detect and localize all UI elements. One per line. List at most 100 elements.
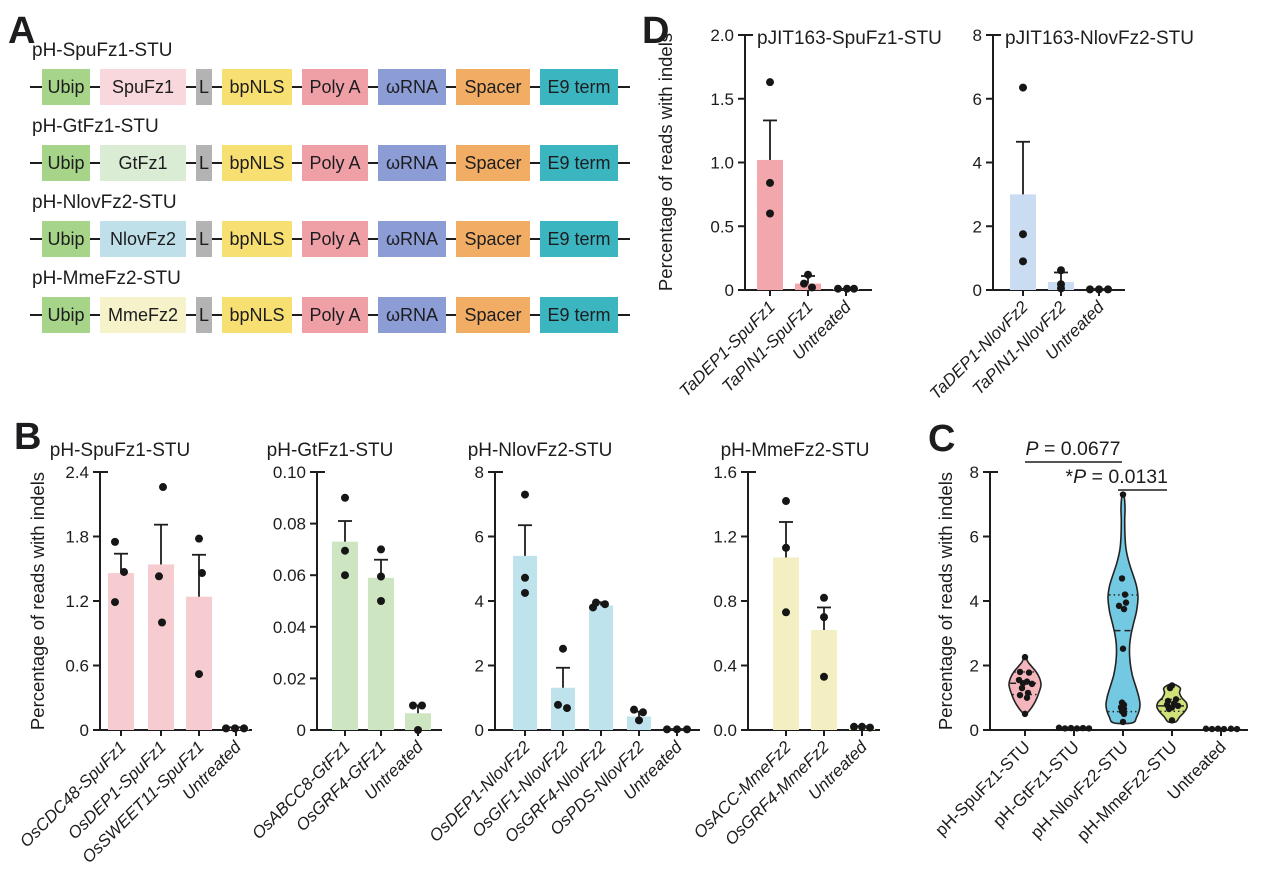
y-tick-label: 4 bbox=[475, 592, 484, 611]
data-point bbox=[341, 493, 349, 502]
construct-element-spufz1: SpuFz1 bbox=[100, 69, 186, 105]
y-tick-label: 6 bbox=[970, 528, 979, 547]
data-point bbox=[120, 567, 128, 576]
construct-element-l: L bbox=[196, 221, 212, 257]
bar-osdep1-nlovfz2 bbox=[513, 555, 537, 730]
y-tick-label: 4 bbox=[973, 154, 982, 173]
data-point bbox=[1025, 669, 1033, 676]
y-tick-label: 8 bbox=[973, 26, 982, 45]
construct-element-l: L bbox=[196, 69, 212, 105]
construct-element-e9-term: E9 term bbox=[540, 221, 618, 257]
construct-element-e9-term: E9 term bbox=[540, 145, 618, 181]
construct-element-ubip: Ubip bbox=[42, 69, 90, 105]
data-point bbox=[820, 672, 828, 681]
data-point bbox=[418, 701, 426, 710]
bar-untreated bbox=[405, 713, 431, 730]
data-point bbox=[635, 716, 643, 725]
y-tick-label: 0 bbox=[80, 721, 89, 740]
y-tick-label: 0.04 bbox=[273, 618, 306, 637]
data-point bbox=[1061, 725, 1069, 732]
data-point bbox=[1024, 689, 1032, 697]
data-point bbox=[159, 483, 167, 492]
chart-title: pJIT163-SpuFz1-STU bbox=[757, 28, 942, 49]
chart-b1: 00.61.21.82.4OsCDC48-SpuFz1OsDEP1-SpuFz1… bbox=[16, 440, 252, 867]
data-point bbox=[1055, 724, 1063, 731]
data-point bbox=[850, 722, 858, 731]
y-tick-label: 8 bbox=[970, 463, 979, 482]
data-point bbox=[630, 705, 638, 714]
construct-element-bpnls: bpNLS bbox=[222, 221, 292, 257]
chart-title: pH-GtFz1-STU bbox=[267, 440, 394, 461]
chart-c: 02468pH-SpuFz1-STUpH-GtFz1-STUpH-NlovFz2… bbox=[932, 438, 1248, 845]
data-point bbox=[155, 572, 163, 581]
chart-d2: 02468TaDEP1-NlovFz2TaPIN1-NlovFz2Untreat… bbox=[926, 26, 1194, 403]
data-point bbox=[521, 588, 529, 597]
chart-b3: 02468OsDEP1-NlovFz2OsGIF1-NlovFz2OsGRF4-… bbox=[426, 440, 700, 846]
data-point bbox=[766, 209, 774, 218]
data-point bbox=[1016, 691, 1024, 699]
data-point bbox=[111, 598, 119, 607]
chart-title: pH-MmeFz2-STU bbox=[721, 440, 870, 461]
data-point bbox=[663, 725, 671, 734]
data-point bbox=[1057, 266, 1065, 275]
data-point bbox=[1019, 680, 1027, 687]
y-tick-label: 1.6 bbox=[713, 463, 737, 482]
y-tick-label: 2.0 bbox=[710, 26, 734, 45]
data-point bbox=[1119, 645, 1127, 652]
y-tick-label: 0.5 bbox=[710, 217, 734, 236]
data-point bbox=[414, 726, 422, 734]
y-tick-label: 1.8 bbox=[65, 528, 89, 547]
construct-element-ωrna: ωRNA bbox=[378, 297, 446, 333]
construct-element-mmefz2: MmeFz2 bbox=[100, 297, 186, 333]
data-point bbox=[341, 571, 349, 580]
data-point bbox=[1233, 725, 1241, 733]
data-point bbox=[1119, 718, 1127, 726]
bar-osabcc8-gtfz1 bbox=[332, 541, 358, 730]
construct-title: pH-SpuFz1-STU bbox=[32, 40, 173, 61]
data-point bbox=[1121, 591, 1129, 598]
construct-element-ubip: Ubip bbox=[42, 145, 90, 181]
data-point bbox=[1220, 725, 1228, 733]
construct-element-ωrna: ωRNA bbox=[378, 69, 446, 105]
data-point bbox=[673, 725, 681, 734]
y-tick-label: 0 bbox=[297, 721, 306, 740]
construct-element-ωrna: ωRNA bbox=[378, 145, 446, 181]
data-point bbox=[377, 545, 385, 554]
data-point bbox=[782, 497, 790, 506]
data-point bbox=[1021, 653, 1029, 661]
data-point bbox=[1119, 491, 1127, 498]
construct-element-l: L bbox=[196, 145, 212, 181]
construct-element-bpnls: bpNLS bbox=[222, 145, 292, 181]
data-point bbox=[521, 490, 529, 499]
y-tick-label: 0 bbox=[973, 281, 982, 300]
construct-element-e9-term: E9 term bbox=[540, 297, 618, 333]
y-tick-label: 2 bbox=[970, 657, 979, 676]
y-tick-label: 1.2 bbox=[65, 592, 89, 611]
construct-element-ubip: Ubip bbox=[42, 221, 90, 257]
data-point bbox=[1202, 725, 1210, 732]
data-point bbox=[866, 723, 874, 732]
y-tick-label: 0 bbox=[970, 721, 979, 740]
data-point bbox=[843, 284, 851, 293]
y-axis-label: Percentage of reads with indels bbox=[655, 33, 676, 291]
data-point bbox=[782, 608, 790, 617]
construct-element-nlovfz2: NlovFz2 bbox=[100, 221, 186, 257]
data-point bbox=[1073, 725, 1081, 732]
data-point bbox=[195, 534, 203, 543]
y-tick-label: 8 bbox=[475, 463, 484, 482]
construct-title: pH-GtFz1-STU bbox=[32, 116, 159, 137]
data-point bbox=[1115, 602, 1123, 610]
data-point bbox=[1019, 257, 1027, 266]
bar-oscdc48-spufz1 bbox=[108, 573, 134, 730]
violin-ph-spufz1-stu bbox=[1008, 655, 1042, 716]
chart-d1: 00.51.01.52.0TaDEP1-SpuFz1TaPIN1-SpuFz1U… bbox=[655, 26, 942, 401]
y-tick-label: 0.4 bbox=[713, 657, 737, 676]
data-point bbox=[158, 618, 166, 627]
data-point bbox=[231, 724, 239, 733]
chart-title: pJIT163-NlovFz2-STU bbox=[1005, 28, 1194, 49]
